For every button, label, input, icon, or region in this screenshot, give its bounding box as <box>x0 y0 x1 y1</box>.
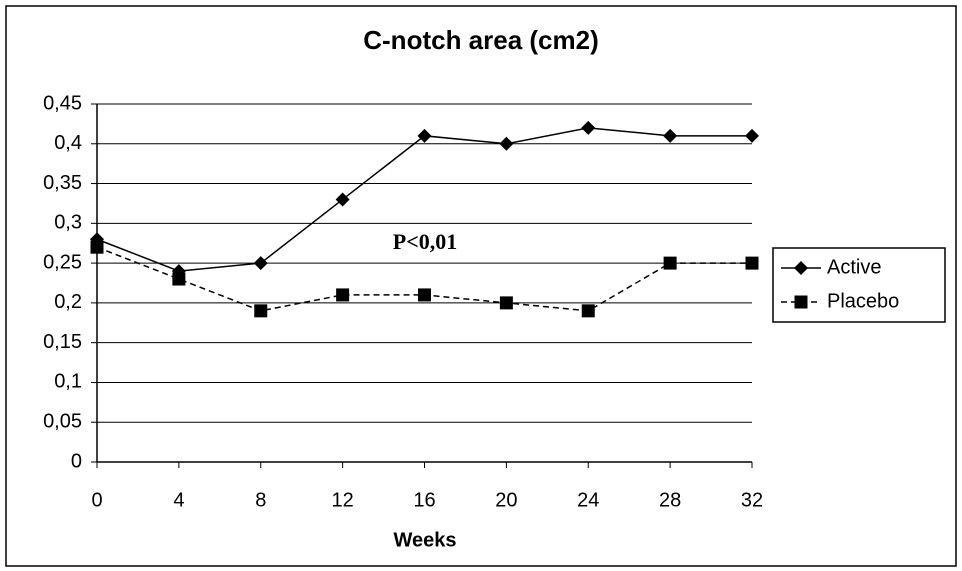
y-tick-label: 0,3 <box>54 212 82 234</box>
data-point <box>417 128 432 143</box>
y-tick-label: 0,4 <box>54 132 82 154</box>
legend-marker <box>794 295 808 309</box>
data-point <box>663 256 677 270</box>
data-point <box>418 288 431 302</box>
y-tick-label: 0,2 <box>54 291 82 313</box>
y-tick-label: 0,45 <box>43 92 82 114</box>
x-tick-label: 16 <box>413 489 435 511</box>
y-tick-label: 0 <box>71 450 82 472</box>
data-point <box>172 272 186 286</box>
annotation: P<0,01 <box>393 229 457 254</box>
data-point <box>499 296 513 310</box>
x-tick-label: 12 <box>332 489 354 511</box>
chart-frame <box>5 5 957 567</box>
data-point <box>663 128 678 143</box>
x-tick-label: 32 <box>741 489 763 511</box>
y-tick-label: 0,15 <box>43 331 82 353</box>
legend-box <box>772 247 946 323</box>
data-point <box>581 304 595 318</box>
x-axis-label: Weeks <box>393 529 456 551</box>
legend-label: Active <box>827 256 881 278</box>
data-point <box>253 256 268 271</box>
y-tick-label: 0,1 <box>54 371 82 393</box>
data-point <box>90 240 104 254</box>
data-point <box>335 192 350 207</box>
x-tick-label: 20 <box>495 489 517 511</box>
legend-marker <box>794 261 808 275</box>
y-tick-label: 0,25 <box>43 251 82 273</box>
x-tick-label: 28 <box>659 489 681 511</box>
data-point <box>254 304 268 318</box>
data-point <box>499 136 514 151</box>
y-tick-label: 0,05 <box>43 411 82 433</box>
chart-title: C-notch area (cm2) <box>363 25 599 55</box>
data-point <box>336 288 350 302</box>
x-tick-label: 8 <box>255 489 266 511</box>
legend-label: Placebo <box>827 290 899 312</box>
data-point <box>745 128 759 143</box>
data-point <box>745 256 759 270</box>
data-point <box>581 120 596 135</box>
y-tick-label: 0,35 <box>43 172 82 194</box>
x-tick-label: 0 <box>91 489 102 511</box>
x-tick-label: 4 <box>173 489 184 511</box>
x-tick-label: 24 <box>577 489 599 511</box>
